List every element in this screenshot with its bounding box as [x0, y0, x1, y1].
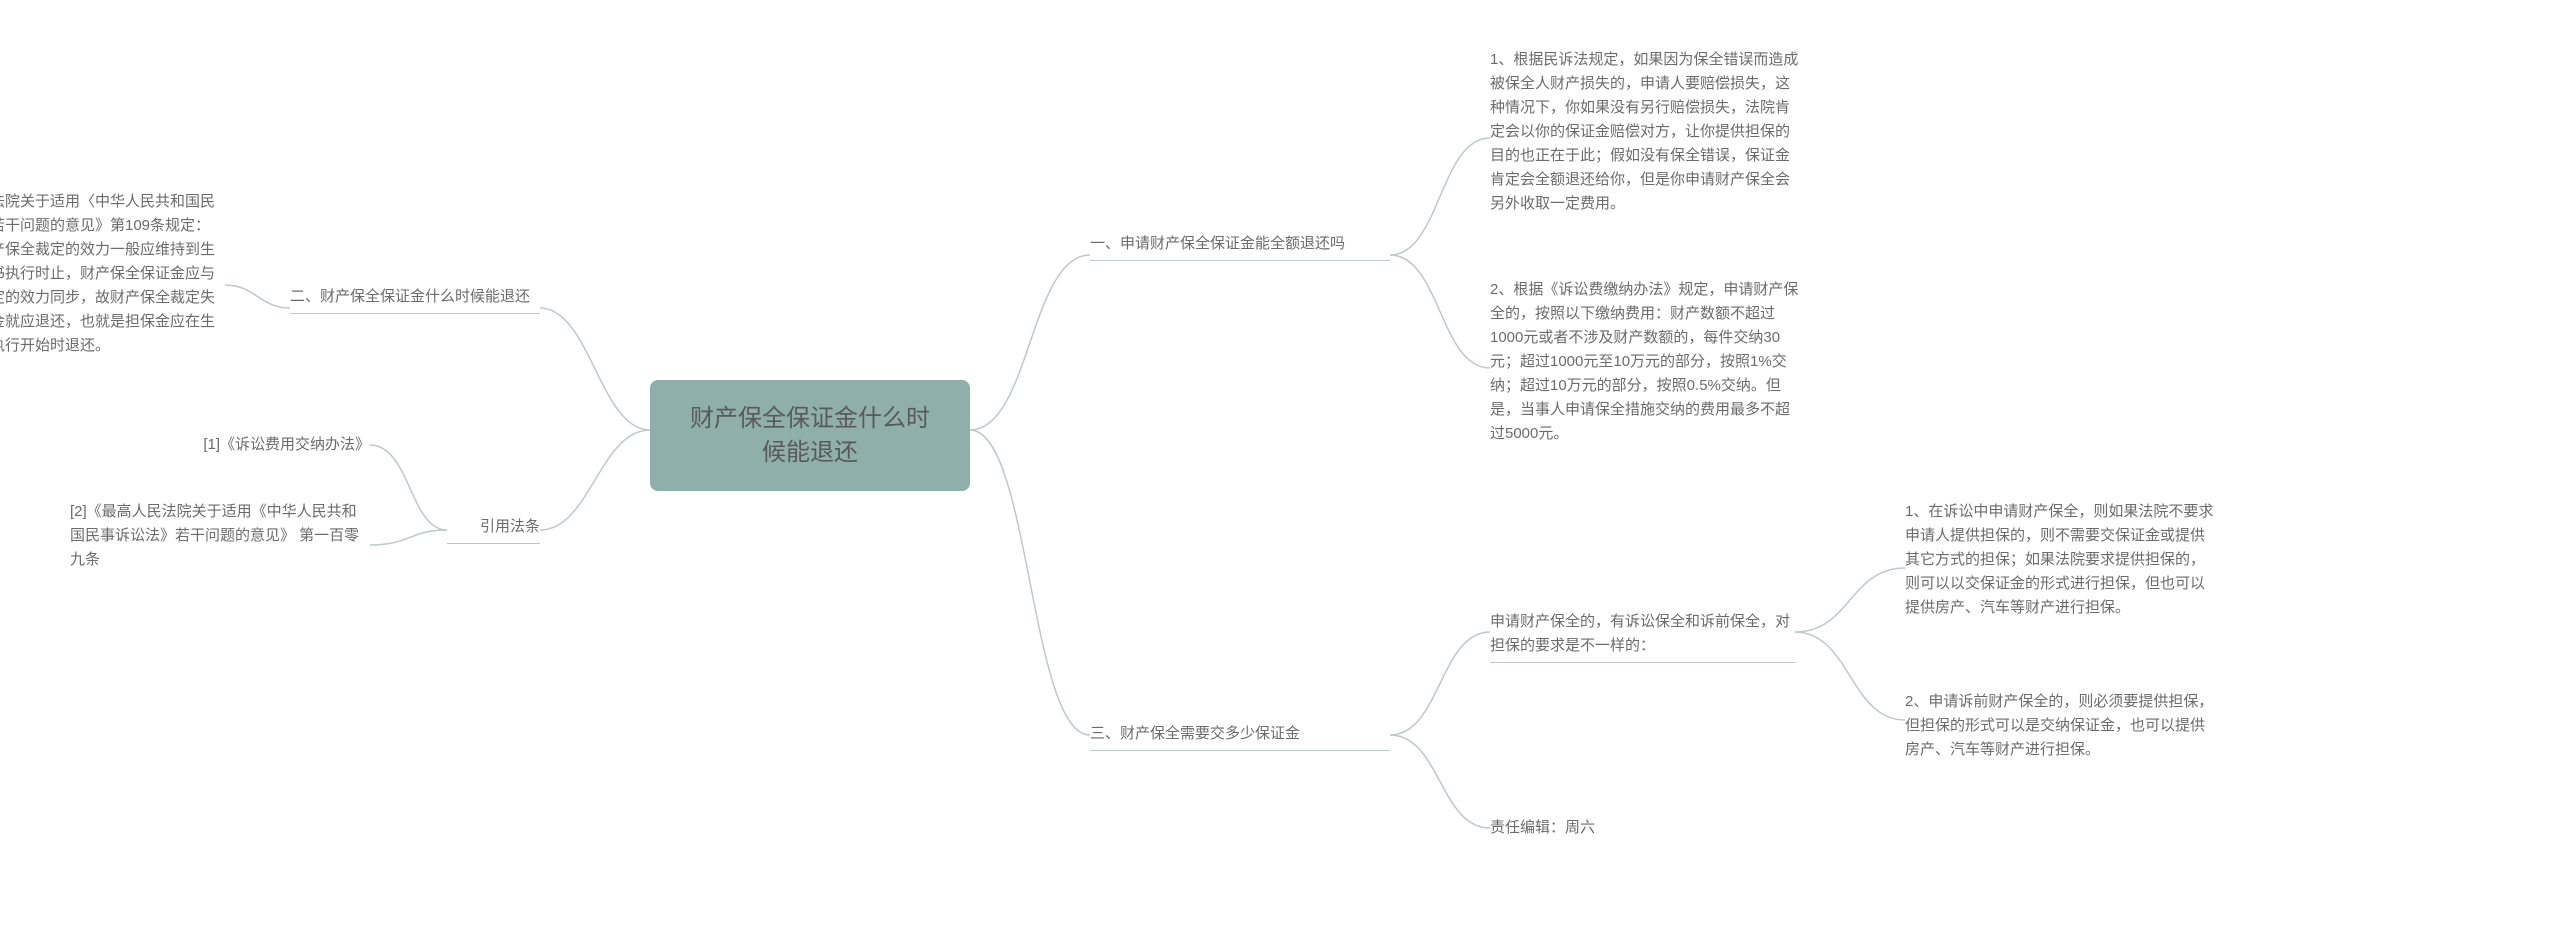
branch-3-sub-2: 责任编辑：周六	[1490, 816, 1690, 840]
branch-3-sub-1-title: 申请财产保全的，有诉讼保全和诉前保全，对担保的要求是不一样的：	[1490, 613, 1790, 654]
branch-ref-title: 引用法条	[480, 518, 540, 535]
branch-ref-leaf-2: [2]《最高人民法院关于适用《中华人民共和国民事诉讼法》若干问题的意见》 第一百…	[70, 500, 370, 572]
branch-ref-leaf-2-text: [2]《最高人民法院关于适用《中华人民共和国民事诉讼法》若干问题的意见》 第一百…	[70, 503, 359, 568]
branch-1: 一、申请财产保全保证金能全额退还吗	[1090, 232, 1390, 261]
branch-2: 二、财产保全保证金什么时候能退还	[290, 285, 540, 314]
branch-1-leaf-2-text: 2、根据《诉讼费缴纳办法》规定，申请财产保全的，按照以下缴纳费用：财产数额不超过…	[1490, 281, 1798, 442]
branch-ref-leaf-1-text: [1]《诉讼费用交纳办法》	[203, 436, 370, 453]
branch-2-leaf: 《最高人民法院关于适用〈中华人民共和国民事诉讼法〉若干问题的意见》第109条规定…	[0, 190, 225, 358]
branch-1-title: 一、申请财产保全保证金能全额退还吗	[1090, 235, 1345, 252]
branch-3-sub-1-leaf-2: 2、申请诉前财产保全的，则必须要提供担保，但担保的形式可以是交纳保证金，也可以提…	[1905, 690, 2215, 762]
branch-1-leaf-1: 1、根据民诉法规定，如果因为保全错误而造成被保全人财产损失的，申请人要赔偿损失，…	[1490, 48, 1800, 216]
branch-3-sub-1-leaf-1-text: 1、在诉讼中申请财产保全，则如果法院不要求申请人提供担保的，则不需要交保证金或提…	[1905, 503, 2213, 616]
branch-1-leaf-2: 2、根据《诉讼费缴纳办法》规定，申请财产保全的，按照以下缴纳费用：财产数额不超过…	[1490, 278, 1800, 446]
branch-ref: 引用法条	[447, 515, 540, 544]
branch-3: 三、财产保全需要交多少保证金	[1090, 722, 1390, 751]
root-node: 财产保全保证金什么时候能退还	[650, 380, 970, 491]
branch-ref-leaf-1: [1]《诉讼费用交纳办法》	[160, 433, 370, 457]
branch-3-title: 三、财产保全需要交多少保证金	[1090, 725, 1300, 742]
connector-lines	[0, 0, 2560, 925]
branch-3-sub-2-text: 责任编辑：周六	[1490, 819, 1595, 836]
branch-3-sub-1: 申请财产保全的，有诉讼保全和诉前保全，对担保的要求是不一样的：	[1490, 610, 1795, 663]
branch-2-title: 二、财产保全保证金什么时候能退还	[290, 288, 530, 305]
branch-1-leaf-1-text: 1、根据民诉法规定，如果因为保全错误而造成被保全人财产损失的，申请人要赔偿损失，…	[1490, 51, 1798, 212]
root-title: 财产保全保证金什么时候能退还	[690, 405, 930, 466]
branch-3-sub-1-leaf-2-text: 2、申请诉前财产保全的，则必须要提供担保，但担保的形式可以是交纳保证金，也可以提…	[1905, 693, 2213, 758]
branch-2-leaf-text: 《最高人民法院关于适用〈中华人民共和国民事诉讼法〉若干问题的意见》第109条规定…	[0, 193, 215, 354]
branch-3-sub-1-leaf-1: 1、在诉讼中申请财产保全，则如果法院不要求申请人提供担保的，则不需要交保证金或提…	[1905, 500, 2215, 620]
